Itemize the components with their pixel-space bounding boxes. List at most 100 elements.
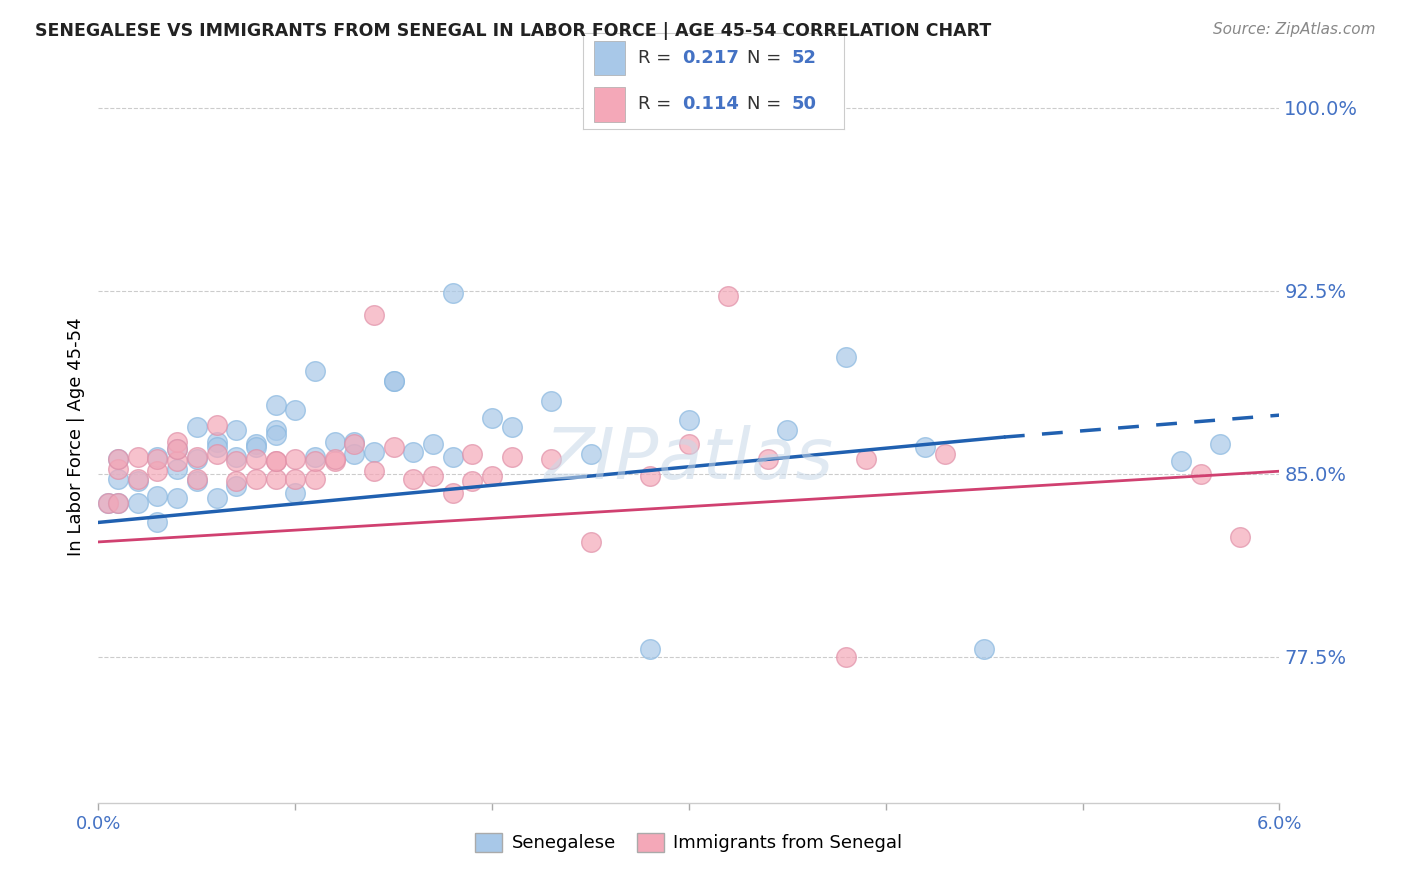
Point	[1229, 530, 1251, 544]
Point	[166, 454, 188, 468]
Text: R =: R =	[638, 48, 678, 67]
Point	[264, 398, 287, 412]
Point	[481, 469, 503, 483]
Point	[264, 471, 287, 485]
Point	[343, 437, 366, 451]
Point	[461, 474, 484, 488]
Point	[225, 450, 247, 464]
Point	[205, 447, 228, 461]
Point	[166, 491, 188, 505]
Point	[363, 444, 385, 458]
Point	[245, 440, 267, 454]
Point	[323, 434, 346, 449]
Point	[186, 452, 208, 467]
Point	[97, 496, 120, 510]
Point	[343, 434, 366, 449]
Point	[107, 471, 129, 485]
Point	[934, 447, 956, 461]
Y-axis label: In Labor Force | Age 45-54: In Labor Force | Age 45-54	[66, 318, 84, 557]
Point	[461, 447, 484, 461]
Point	[146, 452, 169, 467]
Point	[186, 420, 208, 434]
Point	[363, 308, 385, 322]
Point	[717, 288, 740, 302]
Point	[284, 471, 307, 485]
Point	[441, 286, 464, 301]
Text: R =: R =	[638, 95, 678, 112]
Point	[166, 434, 188, 449]
Point	[146, 464, 169, 478]
Point	[402, 444, 425, 458]
Text: SENEGALESE VS IMMIGRANTS FROM SENEGAL IN LABOR FORCE | AGE 45-54 CORRELATION CHA: SENEGALESE VS IMMIGRANTS FROM SENEGAL IN…	[35, 22, 991, 40]
Point	[402, 471, 425, 485]
Text: Source: ZipAtlas.com: Source: ZipAtlas.com	[1212, 22, 1375, 37]
Point	[323, 452, 346, 467]
Point	[127, 450, 149, 464]
Point	[245, 471, 267, 485]
Point	[1189, 467, 1212, 481]
Point	[225, 423, 247, 437]
Point	[225, 479, 247, 493]
Point	[107, 496, 129, 510]
Text: 0.217: 0.217	[682, 48, 740, 67]
Point	[540, 452, 562, 467]
Text: N =: N =	[748, 48, 787, 67]
Point	[264, 427, 287, 442]
Point	[225, 474, 247, 488]
Text: 50: 50	[792, 95, 817, 112]
Point	[835, 649, 858, 664]
Point	[914, 440, 936, 454]
Point	[382, 440, 405, 454]
Point	[245, 437, 267, 451]
Point	[225, 454, 247, 468]
Point	[1170, 454, 1192, 468]
Text: 52: 52	[792, 48, 817, 67]
Point	[835, 350, 858, 364]
Point	[127, 496, 149, 510]
Point	[678, 413, 700, 427]
Point	[284, 452, 307, 467]
Point	[756, 452, 779, 467]
Point	[304, 471, 326, 485]
Point	[127, 474, 149, 488]
Point	[264, 454, 287, 468]
Point	[304, 450, 326, 464]
Point	[245, 452, 267, 467]
Point	[343, 447, 366, 461]
Point	[579, 535, 602, 549]
Point	[422, 437, 444, 451]
Point	[441, 486, 464, 500]
Legend: Senegalese, Immigrants from Senegal: Senegalese, Immigrants from Senegal	[468, 826, 910, 860]
Point	[146, 450, 169, 464]
Point	[107, 496, 129, 510]
FancyBboxPatch shape	[593, 41, 626, 76]
Point	[678, 437, 700, 451]
Point	[97, 496, 120, 510]
Point	[205, 417, 228, 432]
Text: ZIPatlas: ZIPatlas	[544, 425, 834, 493]
Point	[855, 452, 877, 467]
Point	[776, 423, 799, 437]
Point	[973, 642, 995, 657]
Point	[264, 423, 287, 437]
Text: 0.114: 0.114	[682, 95, 740, 112]
Point	[501, 420, 523, 434]
Point	[441, 450, 464, 464]
Point	[284, 486, 307, 500]
Point	[264, 454, 287, 468]
Point	[382, 374, 405, 388]
Point	[146, 489, 169, 503]
Point	[579, 447, 602, 461]
Point	[146, 516, 169, 530]
Point	[382, 374, 405, 388]
Point	[638, 642, 661, 657]
Text: N =: N =	[748, 95, 787, 112]
Point	[638, 469, 661, 483]
Point	[107, 462, 129, 476]
Point	[166, 442, 188, 457]
Point	[166, 442, 188, 457]
Point	[363, 464, 385, 478]
Point	[205, 491, 228, 505]
Point	[304, 364, 326, 378]
Point	[501, 450, 523, 464]
